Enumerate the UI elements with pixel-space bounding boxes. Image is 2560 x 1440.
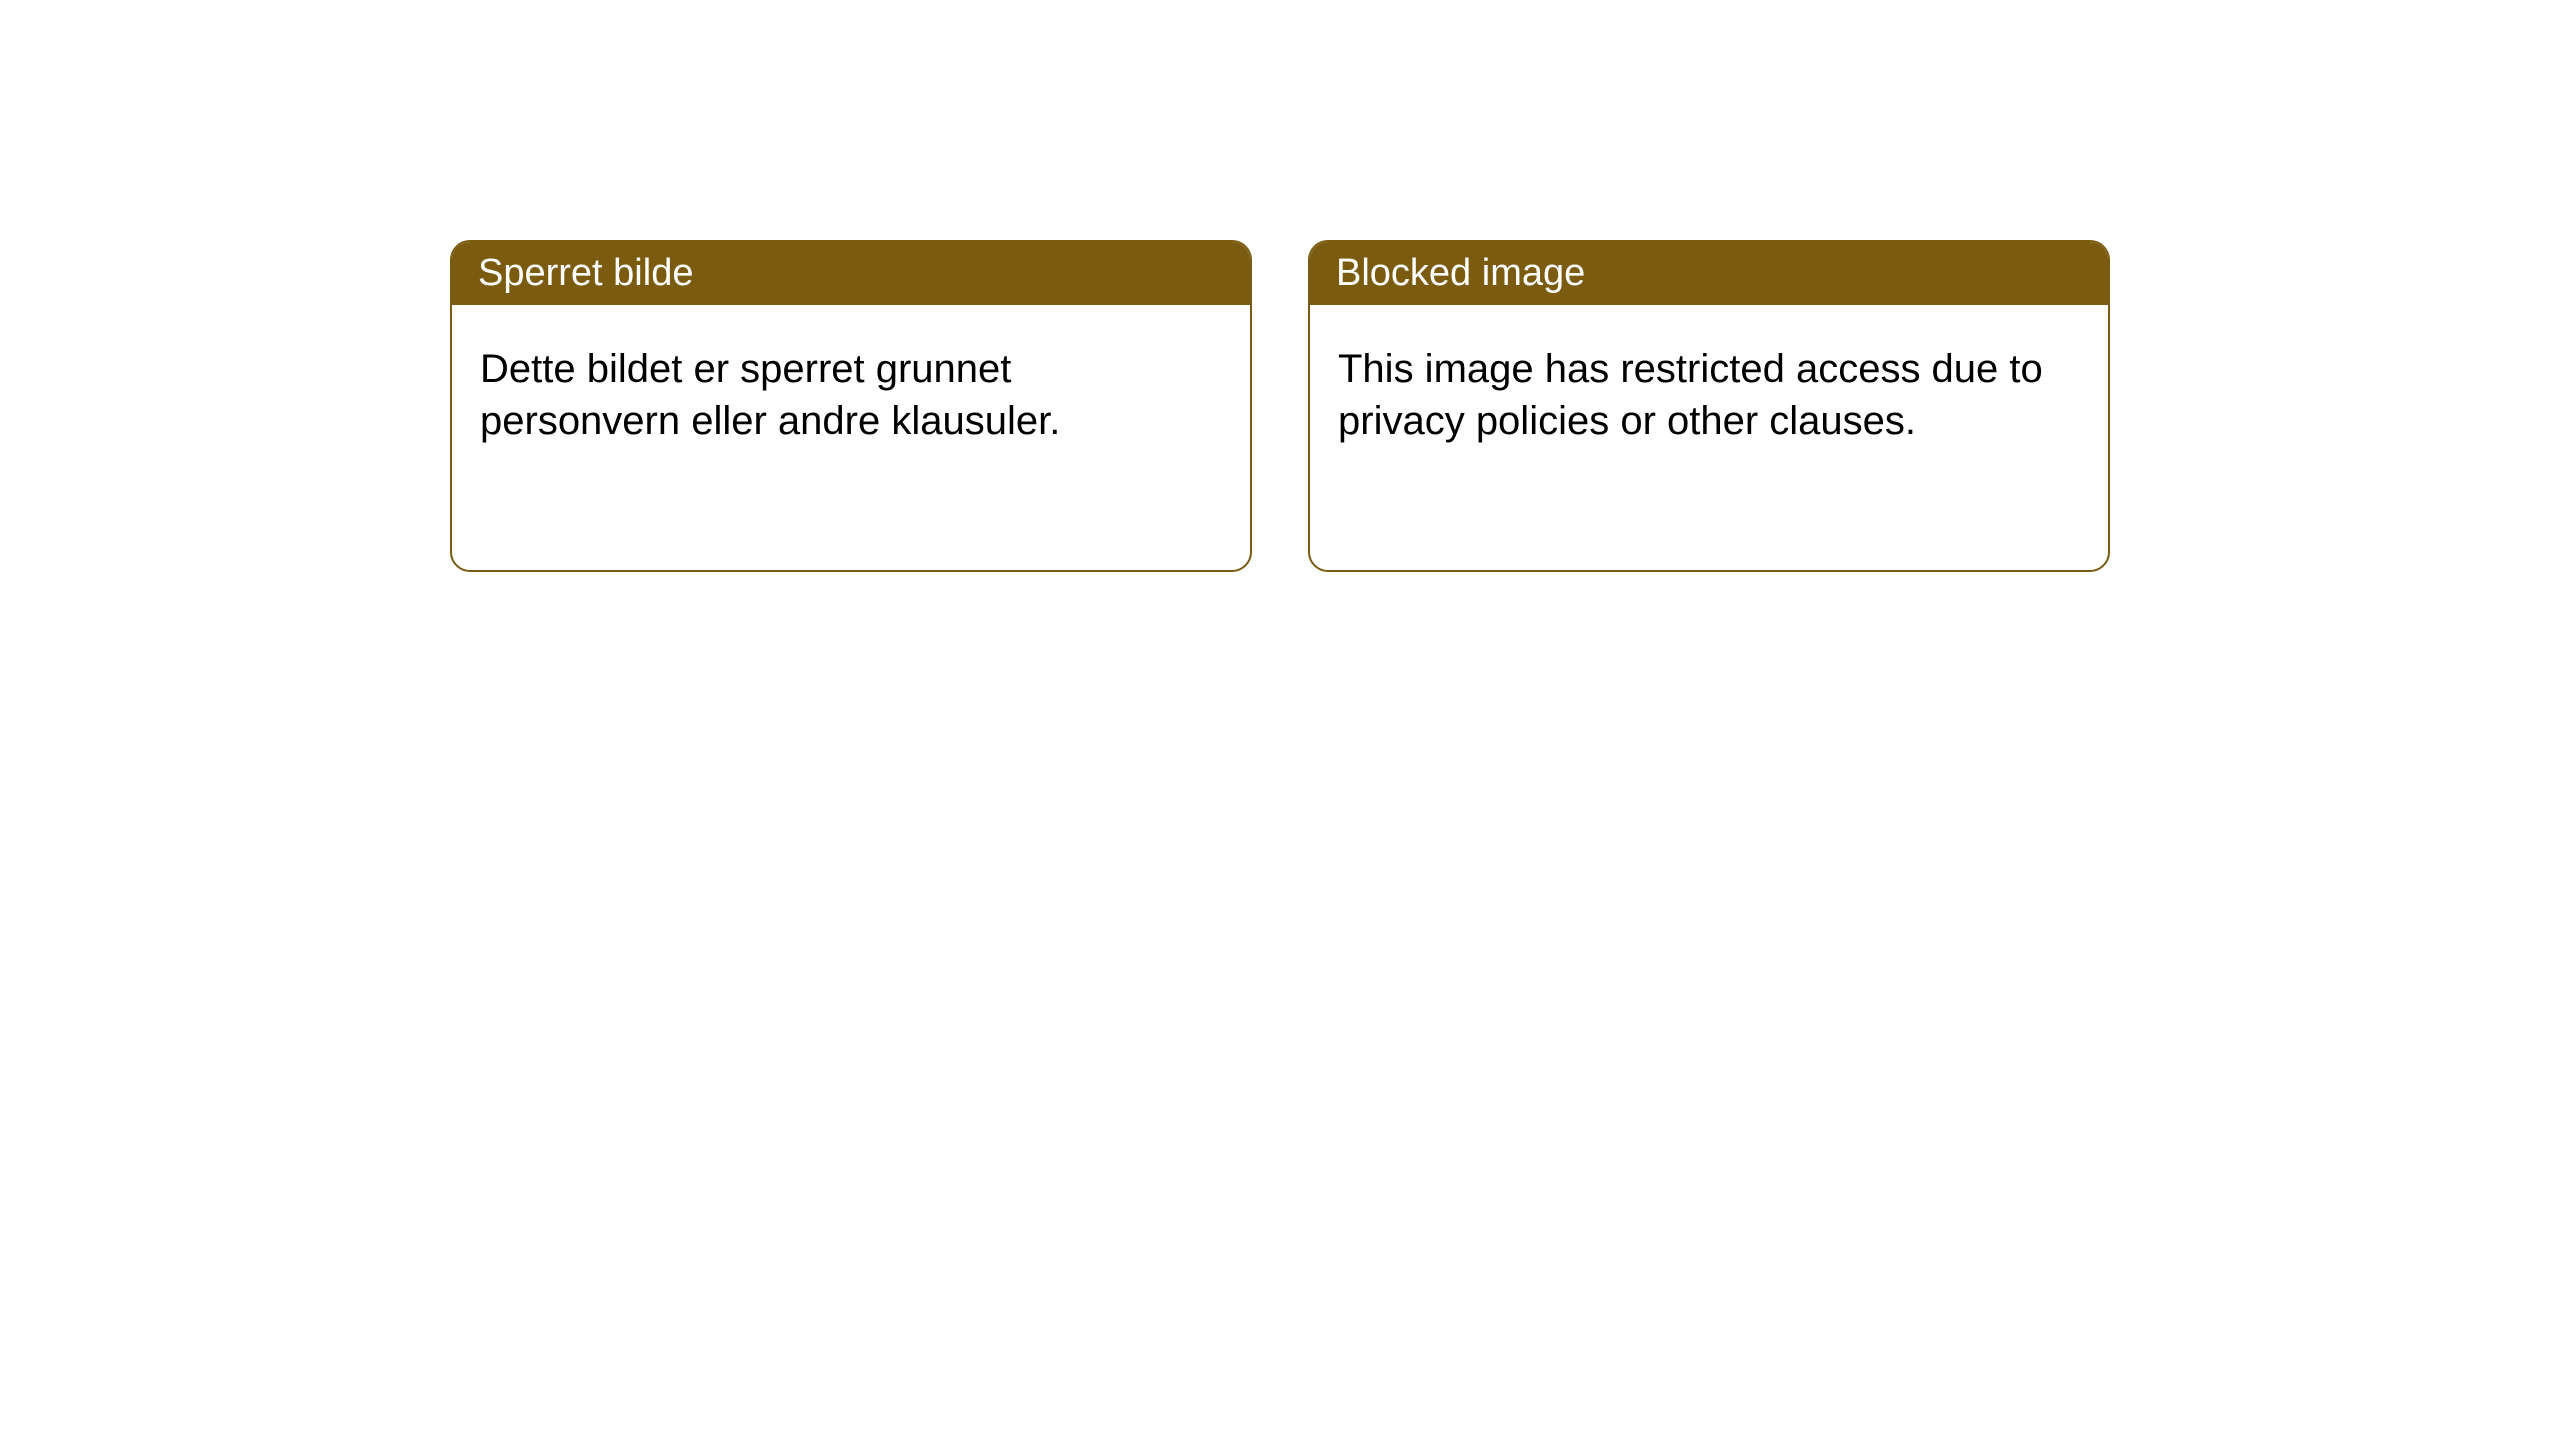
card-title: Sperret bilde xyxy=(478,252,693,294)
notice-cards-container: Sperret bilde Dette bildet er sperret gr… xyxy=(0,0,2560,572)
card-body-text: This image has restricted access due to … xyxy=(1338,347,2043,443)
notice-card-norwegian: Sperret bilde Dette bildet er sperret gr… xyxy=(450,240,1252,572)
card-body: Dette bildet er sperret grunnet personve… xyxy=(452,305,1250,485)
card-body-text: Dette bildet er sperret grunnet personve… xyxy=(480,347,1060,443)
notice-card-english: Blocked image This image has restricted … xyxy=(1308,240,2110,572)
card-title: Blocked image xyxy=(1336,252,1585,294)
card-header: Blocked image xyxy=(1310,242,2108,305)
card-body: This image has restricted access due to … xyxy=(1310,305,2108,485)
card-header: Sperret bilde xyxy=(452,242,1250,305)
